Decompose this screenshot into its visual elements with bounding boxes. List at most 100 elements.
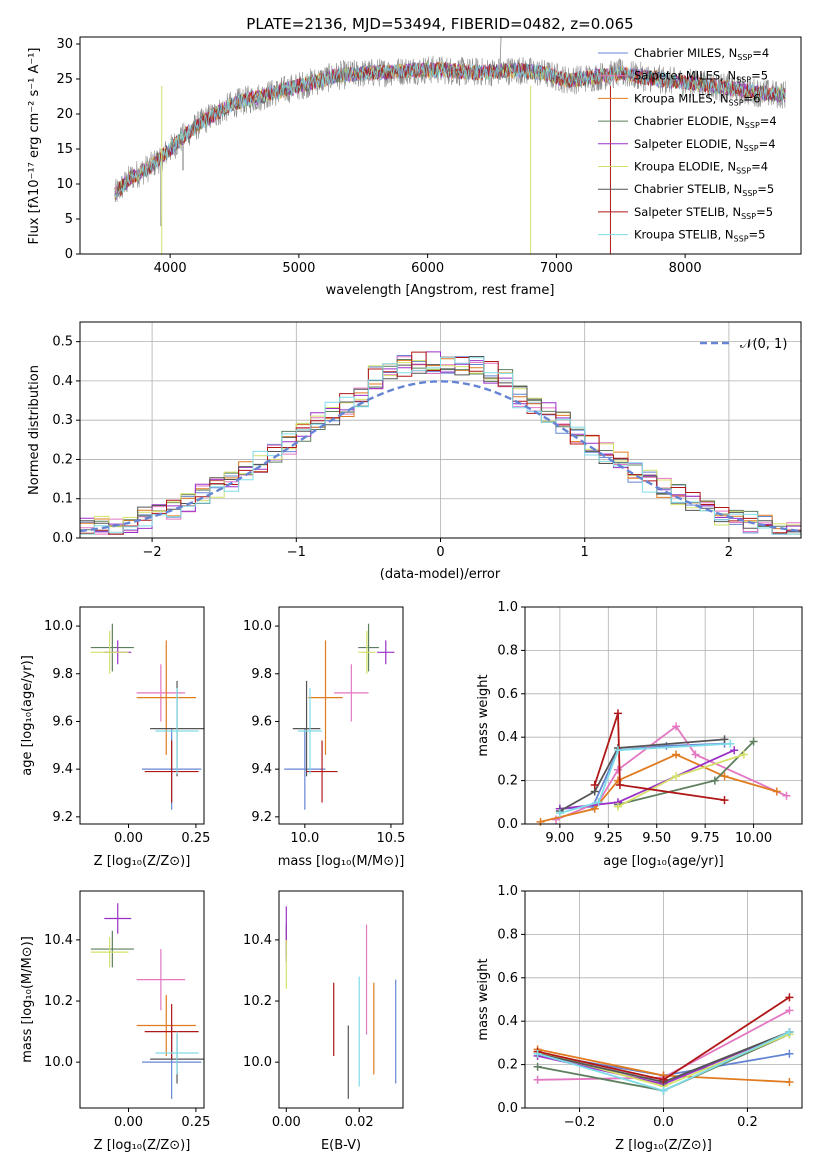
weight-marker: [613, 709, 622, 718]
weight-marker: [710, 776, 719, 785]
xlabel: E(B-V): [321, 1138, 361, 1153]
weight-marker: [615, 780, 624, 789]
xtick-label: 9.50: [642, 831, 671, 846]
weight-line: [559, 742, 731, 814]
weight-marker: [613, 765, 622, 774]
weight-line: [559, 738, 725, 812]
legend-subscript: SSP: [734, 235, 749, 244]
xlabel: Z [log₁₀(Z/Z⊙)]: [94, 854, 191, 869]
legend-label: Salpeter MILES, NSSP=5: [634, 69, 768, 85]
weight-marker: [533, 1049, 542, 1058]
weight_vs_age-panel: 9.00 9.25 9.50 9.75 10.00 0.0 0.2 0.4 0.6 0.8 1.0 a…: [476, 600, 803, 869]
ytick-label: 1.0: [497, 884, 518, 899]
histogram-bars: [79, 351, 801, 538]
weight-marker: [785, 1028, 794, 1037]
ytick-label: 0.6: [497, 687, 518, 702]
legend-label: Kroupa STELIB, NSSP=5: [634, 228, 765, 244]
spectrum-emission-line: [499, 36, 502, 80]
weight-marker: [726, 739, 735, 748]
weight-line: [540, 753, 778, 823]
xtick-label: 10.00: [735, 831, 772, 846]
legend-normal-label: 𝒩(0, 1): [740, 337, 787, 352]
normal-reference-curve: [79, 380, 802, 533]
xlabel: Z [log₁₀(Z/Z⊙)]: [615, 1138, 712, 1153]
weight-marker: [785, 993, 794, 1002]
ytick-label: 0.0: [497, 1101, 518, 1116]
spectrum-ytick-label: 25: [56, 72, 73, 87]
xlabel: Z [log₁₀(Z/Z⊙)]: [94, 1138, 191, 1153]
ytick-label: 10.4: [243, 933, 272, 948]
weight-marker: [659, 1086, 668, 1095]
ytick-label: 0.4: [497, 1014, 518, 1029]
xlabel: mass [log₁₀(M/M⊙)]: [278, 854, 405, 869]
ytick-label: 0.2: [497, 774, 518, 789]
histogram-ytick-label: 0.3: [52, 413, 73, 428]
xtick-label: 0.2: [737, 1115, 758, 1130]
legend-label: Salpeter STELIB, NSSP=5: [634, 205, 773, 221]
xtick-label: 0.0: [653, 1115, 674, 1130]
xtick-label: 0.02: [345, 1115, 374, 1130]
xtick-label: 0.25: [181, 1115, 210, 1130]
ytick-label: 9.4: [251, 762, 272, 777]
legend-label: Chabrier MILES, NSSP=4: [634, 46, 769, 62]
panel-frame: [278, 890, 404, 1109]
mass_vs_Z-panel: 0.00 0.25 10.0 10.2 10.4 Z [log₁₀(Z/Z⊙)] mass …: [20, 890, 210, 1153]
ytick-label: 9.2: [251, 810, 272, 825]
histogram-xtick-label: 1: [581, 545, 589, 560]
weight_vs_Z-panel: −0.2 0.0 0.2 0.0 0.2 0.4 0.6 0.8 1.0 Z [log₁₀(Z/Z…: [476, 884, 803, 1153]
histogram-xlabel: (data-model)/error: [380, 567, 501, 582]
weight-marker: [536, 817, 545, 826]
spectrum-xlabel: wavelength [Angstrom, rest frame]: [326, 283, 555, 298]
spectrum-ytick-label: 30: [56, 37, 73, 52]
histogram-legend: 𝒩(0, 1): [700, 337, 787, 352]
ylabel: mass weight: [476, 958, 491, 1040]
weight-marker: [533, 1062, 542, 1071]
ytick-label: 0.0: [497, 817, 518, 832]
histogram-ylabel: Normed distribution: [27, 365, 42, 495]
histogram-xtick-label: −2: [143, 545, 162, 560]
xtick-label: 10.0: [290, 831, 319, 846]
age_vs_mass-panel: 10.0 10.5 9.2 9.4 9.6 9.8 10.0 mass [log₁₀(M/M⊙…: [243, 606, 405, 869]
ytick-label: 0.6: [497, 971, 518, 986]
legend-subscript: SSP: [742, 189, 757, 198]
weight-marker: [590, 804, 599, 813]
weight-marker: [785, 1077, 794, 1086]
ytick-label: 9.6: [251, 714, 272, 729]
weight-marker: [533, 1075, 542, 1084]
spectrum-lines: [114, 36, 786, 254]
spectrum-ytick-label: 0: [65, 247, 73, 262]
legend-subscript: SSP: [744, 144, 759, 153]
spectrum-xtick-label: 8000: [669, 261, 702, 276]
weight-marker: [590, 780, 599, 789]
histogram-ytick-label: 0.4: [52, 374, 73, 389]
ytick-label: 10.0: [44, 1055, 73, 1070]
histogram-ytick-label: 0.0: [52, 531, 73, 546]
legend-tail: =6: [744, 91, 761, 105]
weight-line: [593, 713, 725, 801]
legend-subscript: SSP: [729, 98, 744, 107]
weight-marker: [659, 1075, 668, 1084]
histogram-xtick-label: 0: [436, 545, 444, 560]
legend-subscript: SSP: [737, 53, 752, 62]
panel-frame: [79, 890, 205, 1109]
spectrum-xtick-label: 5000: [282, 261, 315, 276]
legend-tail: =4: [752, 46, 769, 60]
ytick-label: 10.0: [243, 619, 272, 634]
panel-frame: [524, 606, 803, 825]
weight-marker: [613, 746, 622, 755]
weight-marker: [691, 750, 700, 759]
ylabel: mass weight: [476, 674, 491, 756]
weight-marker: [785, 1006, 794, 1015]
legend-subscript: SSP: [741, 212, 756, 221]
legend-tail: =5: [749, 228, 766, 242]
weight-marker: [720, 772, 729, 781]
legend-tail: =5: [756, 205, 773, 219]
mass_vs_ebv-panel: 0.00 0.02 10.0 10.2 10.4 E(B-V): [243, 890, 404, 1153]
weight-marker: [672, 750, 681, 759]
weight-marker: [749, 737, 758, 746]
legend-label: Chabrier STELIB, NSSP=5: [634, 182, 774, 198]
spectrum-title: PLATE=2136, MJD=53494, FIBERID=0482, z=0…: [246, 15, 633, 33]
weight-marker: [720, 735, 729, 744]
ytick-label: 10.2: [44, 994, 73, 1009]
ytick-label: 0.8: [497, 643, 518, 658]
